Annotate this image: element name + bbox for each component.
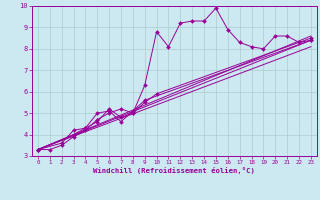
X-axis label: Windchill (Refroidissement éolien,°C): Windchill (Refroidissement éolien,°C): [93, 167, 255, 174]
